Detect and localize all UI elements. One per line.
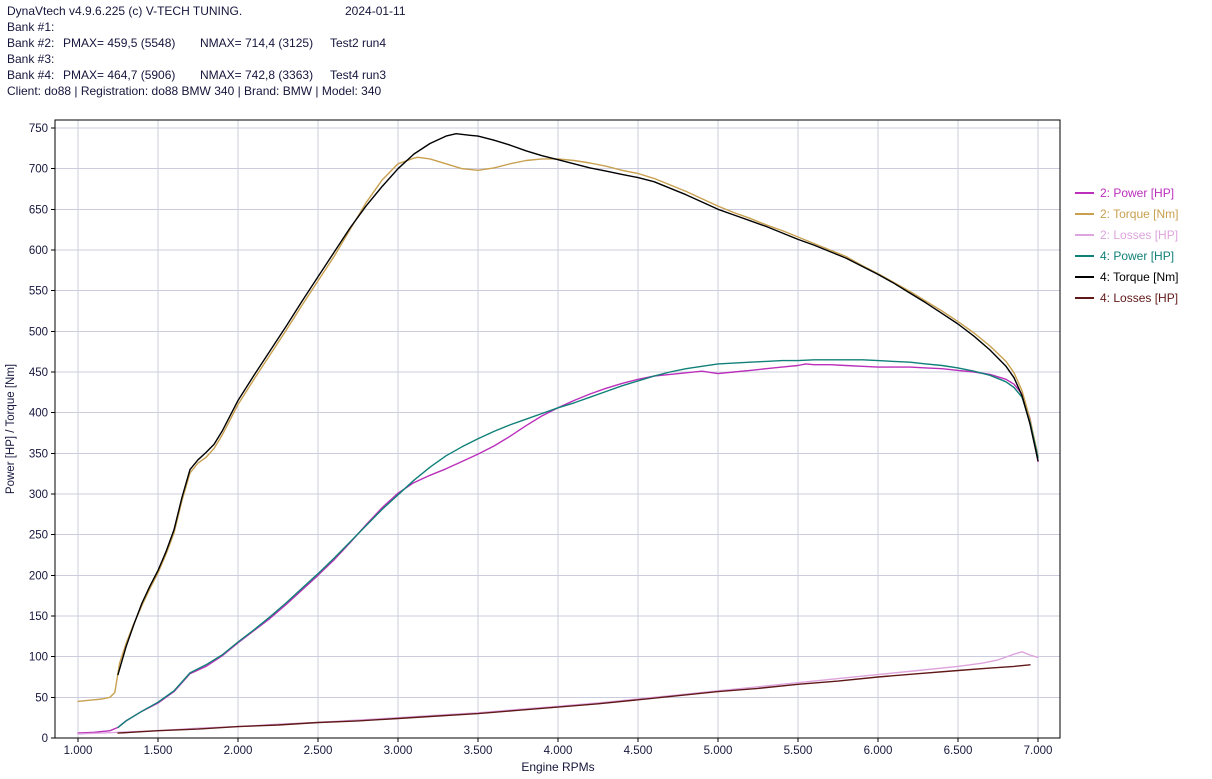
series-line-4-torque-nm — [117, 132, 1039, 676]
y-tick-label: 550 — [29, 286, 48, 298]
legend: 2: Power [HP] 2: Torque [Nm] 2: Losses [HP… — [1075, 182, 1178, 308]
y-tick-label: 0 — [42, 733, 48, 745]
bank2-label: Bank #2: — [7, 36, 55, 50]
legend-label: 2: Power [HP] — [1100, 185, 1175, 200]
x-tick-label: 2.000 — [224, 745, 253, 757]
bank4-test: Test4 run3 — [330, 68, 387, 82]
bank2-pmax: PMAX= 459,5 (5548) — [63, 36, 176, 50]
x-tick-label: 4.500 — [624, 745, 653, 757]
series-line-2-torque-nm — [77, 156, 1039, 703]
x-tick-label: 6.000 — [864, 745, 893, 757]
y-tick-label: 750 — [29, 123, 48, 135]
y-tick-label: 50 — [35, 692, 48, 704]
report-date: 2024-01-11 — [345, 4, 406, 18]
y-tick-label: 600 — [29, 245, 48, 257]
y-tick-label: 150 — [29, 611, 48, 623]
y-tick-label: 200 — [29, 570, 48, 582]
bank1-line: Bank #1: — [7, 20, 55, 34]
legend-line-sample — [1075, 254, 1094, 257]
legend-label: 4: Losses [HP] — [1100, 290, 1179, 305]
bank4-pmax: PMAX= 464,7 (5906) — [63, 68, 176, 82]
y-tick-label: 450 — [29, 367, 48, 379]
series-line-4-losses-hp — [117, 664, 1031, 734]
y-tick-label: 700 — [29, 164, 48, 176]
x-axis-title: Engine RPMs — [521, 760, 594, 774]
x-tick-label: 7.000 — [1024, 745, 1053, 757]
x-tick-label: 1.000 — [64, 745, 93, 757]
legend-label: 2: Torque [Nm] — [1100, 206, 1179, 221]
y-tick-label: 650 — [29, 204, 48, 216]
x-tick-label: 6.500 — [944, 745, 973, 757]
bank2-test: Test2 run4 — [330, 36, 387, 50]
legend-label: 4: Power [HP] — [1100, 248, 1175, 263]
y-axis-title: Power [HP] / Torque [Nm] — [5, 364, 17, 494]
client-line: Client: do88 | Registration: do88 BMW 34… — [7, 84, 382, 98]
y-tick-label: 350 — [29, 448, 48, 460]
y-tick-label: 300 — [29, 489, 48, 501]
y-tick-label: 400 — [29, 408, 48, 420]
x-tick-label: 4.000 — [544, 745, 573, 757]
bank3-line: Bank #3: — [7, 52, 55, 66]
x-tick-label: 3.000 — [384, 745, 413, 757]
bank2-nmax: NMAX= 714,4 (3125) — [200, 36, 314, 50]
legend-line-sample — [1075, 191, 1094, 194]
x-tick-label: 3.500 — [464, 745, 493, 757]
series-line-4-power-hp — [117, 359, 1039, 729]
legend-item-4-power-hp: 4: Power [HP] — [1075, 245, 1178, 266]
legend-item-4-losses-hp: 4: Losses [HP] — [1075, 287, 1178, 308]
series-line-2-power-hp — [77, 363, 1039, 734]
legend-line-sample — [1075, 275, 1094, 278]
legend-item-2-losses-hp: 2: Losses [HP] — [1075, 224, 1178, 245]
y-tick-label: 100 — [29, 652, 48, 664]
legend-line-sample — [1075, 212, 1094, 215]
legend-item-4-torque-nm: 4: Torque [Nm] — [1075, 266, 1178, 287]
y-tick-label: 500 — [29, 326, 48, 338]
y-tick-label: 250 — [29, 530, 48, 542]
legend-item-2-torque-nm: 2: Torque [Nm] — [1075, 203, 1178, 224]
legend-line-sample — [1075, 233, 1094, 236]
legend-item-2-power-hp: 2: Power [HP] — [1075, 182, 1178, 203]
x-tick-label: 5.000 — [704, 745, 733, 757]
legend-line-sample — [1075, 296, 1094, 299]
legend-label: 2: Losses [HP] — [1100, 227, 1179, 242]
app-title: DynaVtech v4.9.6.225 (c) V-TECH TUNING. — [7, 4, 243, 18]
x-tick-label: 1.500 — [144, 745, 173, 757]
legend-label: 4: Torque [Nm] — [1100, 269, 1179, 284]
x-tick-label: 2.500 — [304, 745, 333, 757]
bank4-nmax: NMAX= 742,8 (3363) — [200, 68, 314, 82]
x-tick-label: 5.500 — [784, 745, 813, 757]
bank4-label: Bank #4: — [7, 68, 55, 82]
